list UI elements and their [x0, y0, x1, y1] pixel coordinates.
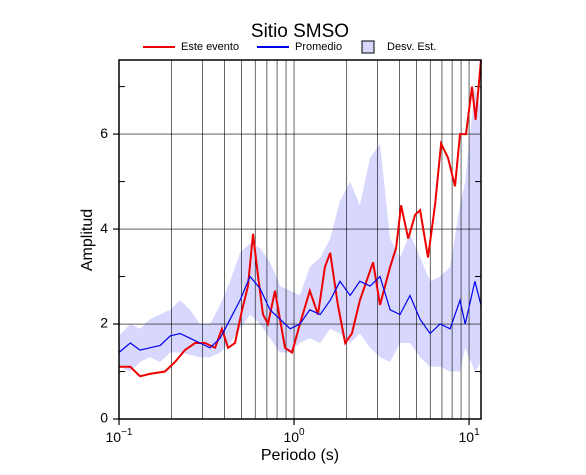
y-tick-label: 0 [100, 410, 108, 426]
legend-label: Desv. Est. [387, 41, 436, 53]
y-tick-label: 2 [100, 315, 108, 331]
x-tick-base: 10 [106, 429, 122, 445]
x-axis-label: Periodo (s) [261, 447, 339, 464]
x-tick-label: 10−1 [106, 427, 133, 445]
chart-title: Sitio SMSO [251, 21, 349, 42]
series-line [118, 275, 482, 353]
x-tick-base: 10 [458, 429, 474, 445]
x-tick-exponent: 0 [299, 427, 305, 438]
y-axis-label: Amplitud [79, 209, 96, 271]
x-tick-base: 10 [283, 429, 299, 445]
y-tick-label: 4 [100, 220, 108, 236]
y-tick-label: 6 [100, 125, 108, 141]
legend-swatch [361, 40, 375, 54]
series-line [119, 59, 482, 378]
legend-label: Este evento [181, 41, 239, 53]
legend-label: Promedio [295, 41, 342, 53]
x-tick-exponent: −1 [121, 427, 133, 438]
x-tick-exponent: 1 [474, 427, 480, 438]
x-tick-label: 100 [283, 427, 305, 445]
std-band [119, 86, 481, 372]
x-tick-label: 101 [458, 427, 480, 445]
plot-frame [118, 59, 482, 420]
